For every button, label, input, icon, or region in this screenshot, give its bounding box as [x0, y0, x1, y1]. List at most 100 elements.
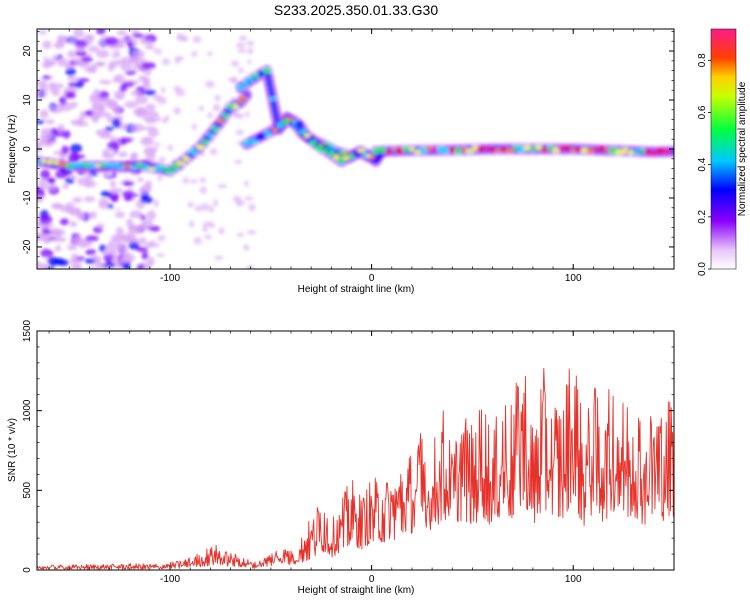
- heatmap-noise-blob: [84, 85, 96, 95]
- heatmap-noise-blob: [132, 49, 145, 60]
- heatmap-noise-blob: [116, 59, 125, 66]
- heatmap-noise-blob: [138, 75, 147, 82]
- heatmap-ridge-bead: [372, 148, 380, 154]
- heatmap-noise-blob: [209, 148, 218, 156]
- heatmap-noise-blob: [160, 86, 166, 94]
- heatmap-noise-blob: [157, 234, 166, 242]
- snr-x-tick-label: 100: [565, 574, 582, 585]
- heatmap-noise-blob: [138, 186, 148, 194]
- heatmap-ridge-bead: [207, 133, 214, 137]
- heatmap-noise-blob: [109, 180, 117, 188]
- heatmap-ridge-bead: [348, 154, 355, 159]
- heatmap-noise-blob: [54, 244, 62, 252]
- heatmap-noise-blob: [69, 191, 81, 198]
- heatmap-noise-blob: [141, 62, 156, 70]
- heatmap-ridge-bead: [40, 159, 47, 164]
- heatmap-ridge-bead: [563, 146, 572, 150]
- heatmap-noise-blob: [45, 119, 55, 125]
- heatmap-noise-blob: [128, 241, 140, 250]
- heatmap-ridge-bead: [281, 120, 289, 125]
- heatmap-noise-blob: [144, 89, 156, 96]
- heatmap-ridge-bead: [196, 144, 205, 150]
- heatmap-ridge-bead: [494, 148, 502, 153]
- heatmap-ridge-bead: [248, 76, 254, 82]
- heatmap-noise-blob: [120, 62, 133, 72]
- heatmap-noise-blob: [117, 151, 128, 158]
- heatmap-noise-blob: [147, 225, 161, 232]
- heatmap-noise-blob: [68, 153, 80, 162]
- heatmap-noise-blob: [65, 209, 80, 214]
- heatmap-noise-blob: [86, 122, 97, 132]
- heatmap-noise-blob: [244, 179, 249, 187]
- heatmap-ridge-bead: [227, 104, 234, 109]
- heatmap-noise-blob: [167, 144, 174, 151]
- heatmap-noise-blob: [92, 255, 102, 263]
- heatmap-noise-blob: [97, 90, 110, 101]
- heatmap-ridge-bead: [535, 145, 543, 150]
- heatmap-ridge-bead: [552, 147, 560, 153]
- heatmap-ridge-bead: [288, 117, 294, 122]
- heatmap-ridge-bead: [402, 147, 410, 152]
- heatmap-x-tick-label: 0: [369, 273, 375, 284]
- heatmap-ridge-bead: [212, 126, 219, 132]
- heatmap-noise-blob: [126, 41, 134, 50]
- heatmap-noise-blob: [96, 29, 106, 35]
- heatmap-ridge-bead: [270, 96, 276, 101]
- heatmap-noise-blob: [135, 94, 148, 105]
- heatmap-noise-blob: [67, 243, 78, 251]
- heatmap-noise-blob: [95, 262, 106, 268]
- heatmap-noise-blob: [100, 190, 112, 198]
- heatmap-noise-blob: [104, 36, 119, 46]
- snr-y-tick-label: 1000: [22, 399, 33, 422]
- heatmap-noise-blob: [248, 203, 256, 212]
- heatmap-noise-blob: [103, 254, 114, 262]
- heatmap-y-axis-label: Frequency (Hz): [7, 115, 18, 184]
- heatmap-noise-blob: [176, 33, 184, 42]
- heatmap-ridge-bead: [271, 127, 278, 133]
- heatmap-noise-blob: [96, 223, 105, 229]
- heatmap-ridge-bead: [253, 73, 259, 79]
- heatmap-noise-blob: [121, 255, 136, 263]
- heatmap-noise-blob: [47, 256, 59, 267]
- heatmap-ridge-bead: [315, 145, 324, 151]
- snr-y-tick-label: 1500: [22, 319, 33, 342]
- heatmap-noise-blob: [121, 190, 135, 197]
- heatmap-noise-blob: [194, 205, 202, 212]
- heatmap-noise-blob: [207, 51, 213, 57]
- heatmap-noise-blob: [118, 243, 128, 253]
- heatmap-noise-blob: [144, 180, 153, 190]
- heatmap-noise-blob: [234, 159, 243, 165]
- colorbar-tick-label: 0.4: [697, 157, 708, 171]
- heatmap-noise-blob: [199, 186, 208, 194]
- heatmap-noise-blob: [65, 91, 76, 99]
- heatmap-noise-blob: [238, 35, 247, 42]
- heatmap-noise-blob: [153, 199, 159, 208]
- heatmap-ridge-bead: [123, 164, 133, 169]
- heatmap-noise-blob: [40, 131, 54, 141]
- heatmap-noise-blob: [37, 88, 43, 98]
- heatmap-noise-blob: [110, 195, 119, 203]
- heatmap-ridge-bead: [384, 150, 391, 154]
- heatmap-noise-blob: [156, 253, 165, 258]
- heatmap-noise-blob: [86, 35, 93, 46]
- heatmap-ridge-bead: [454, 148, 462, 154]
- heatmap-ridge-bead: [396, 148, 403, 154]
- heatmap-ridge-bead: [136, 163, 144, 168]
- heatmap-noise-blob: [74, 81, 85, 88]
- heatmap-noise-blob: [74, 39, 89, 48]
- heatmap-noise-blob: [146, 210, 157, 221]
- heatmap-noise-blob: [246, 264, 254, 269]
- heatmap-ridge-bead: [65, 164, 73, 169]
- heatmap-noise-blob: [67, 50, 77, 59]
- heatmap-noise-blob: [207, 111, 213, 119]
- heatmap-noise-blob: [147, 128, 159, 138]
- heatmap-ridge-bead: [176, 161, 186, 166]
- heatmap-noise-blob: [192, 36, 202, 44]
- heatmap-ridge-bead: [442, 148, 451, 153]
- heatmap-noise-blob: [244, 196, 254, 201]
- heatmap-ridge-bead: [77, 162, 85, 167]
- heatmap-noise-blob: [182, 177, 190, 185]
- heatmap-noise-blob: [57, 124, 65, 133]
- heatmap-noise-blob: [76, 78, 90, 83]
